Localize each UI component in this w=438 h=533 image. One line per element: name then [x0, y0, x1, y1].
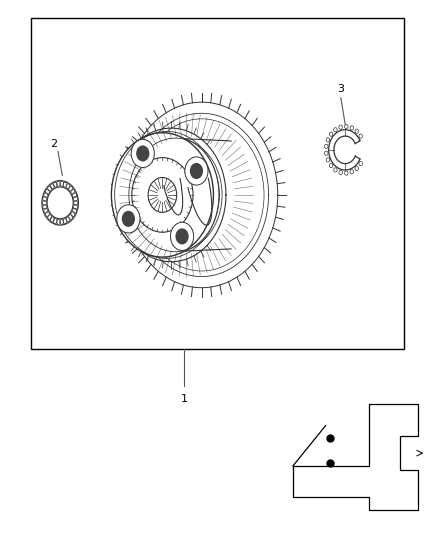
Text: 3: 3: [337, 84, 344, 94]
Text: 2: 2: [50, 139, 57, 149]
Circle shape: [170, 222, 194, 251]
Text: 1: 1: [181, 394, 187, 404]
Circle shape: [176, 228, 189, 245]
Circle shape: [190, 163, 203, 179]
Circle shape: [185, 157, 208, 185]
Circle shape: [111, 133, 213, 257]
Bar: [31, 18, 404, 349]
Circle shape: [131, 139, 154, 167]
Circle shape: [136, 146, 149, 161]
Circle shape: [122, 211, 135, 227]
Circle shape: [117, 205, 140, 233]
